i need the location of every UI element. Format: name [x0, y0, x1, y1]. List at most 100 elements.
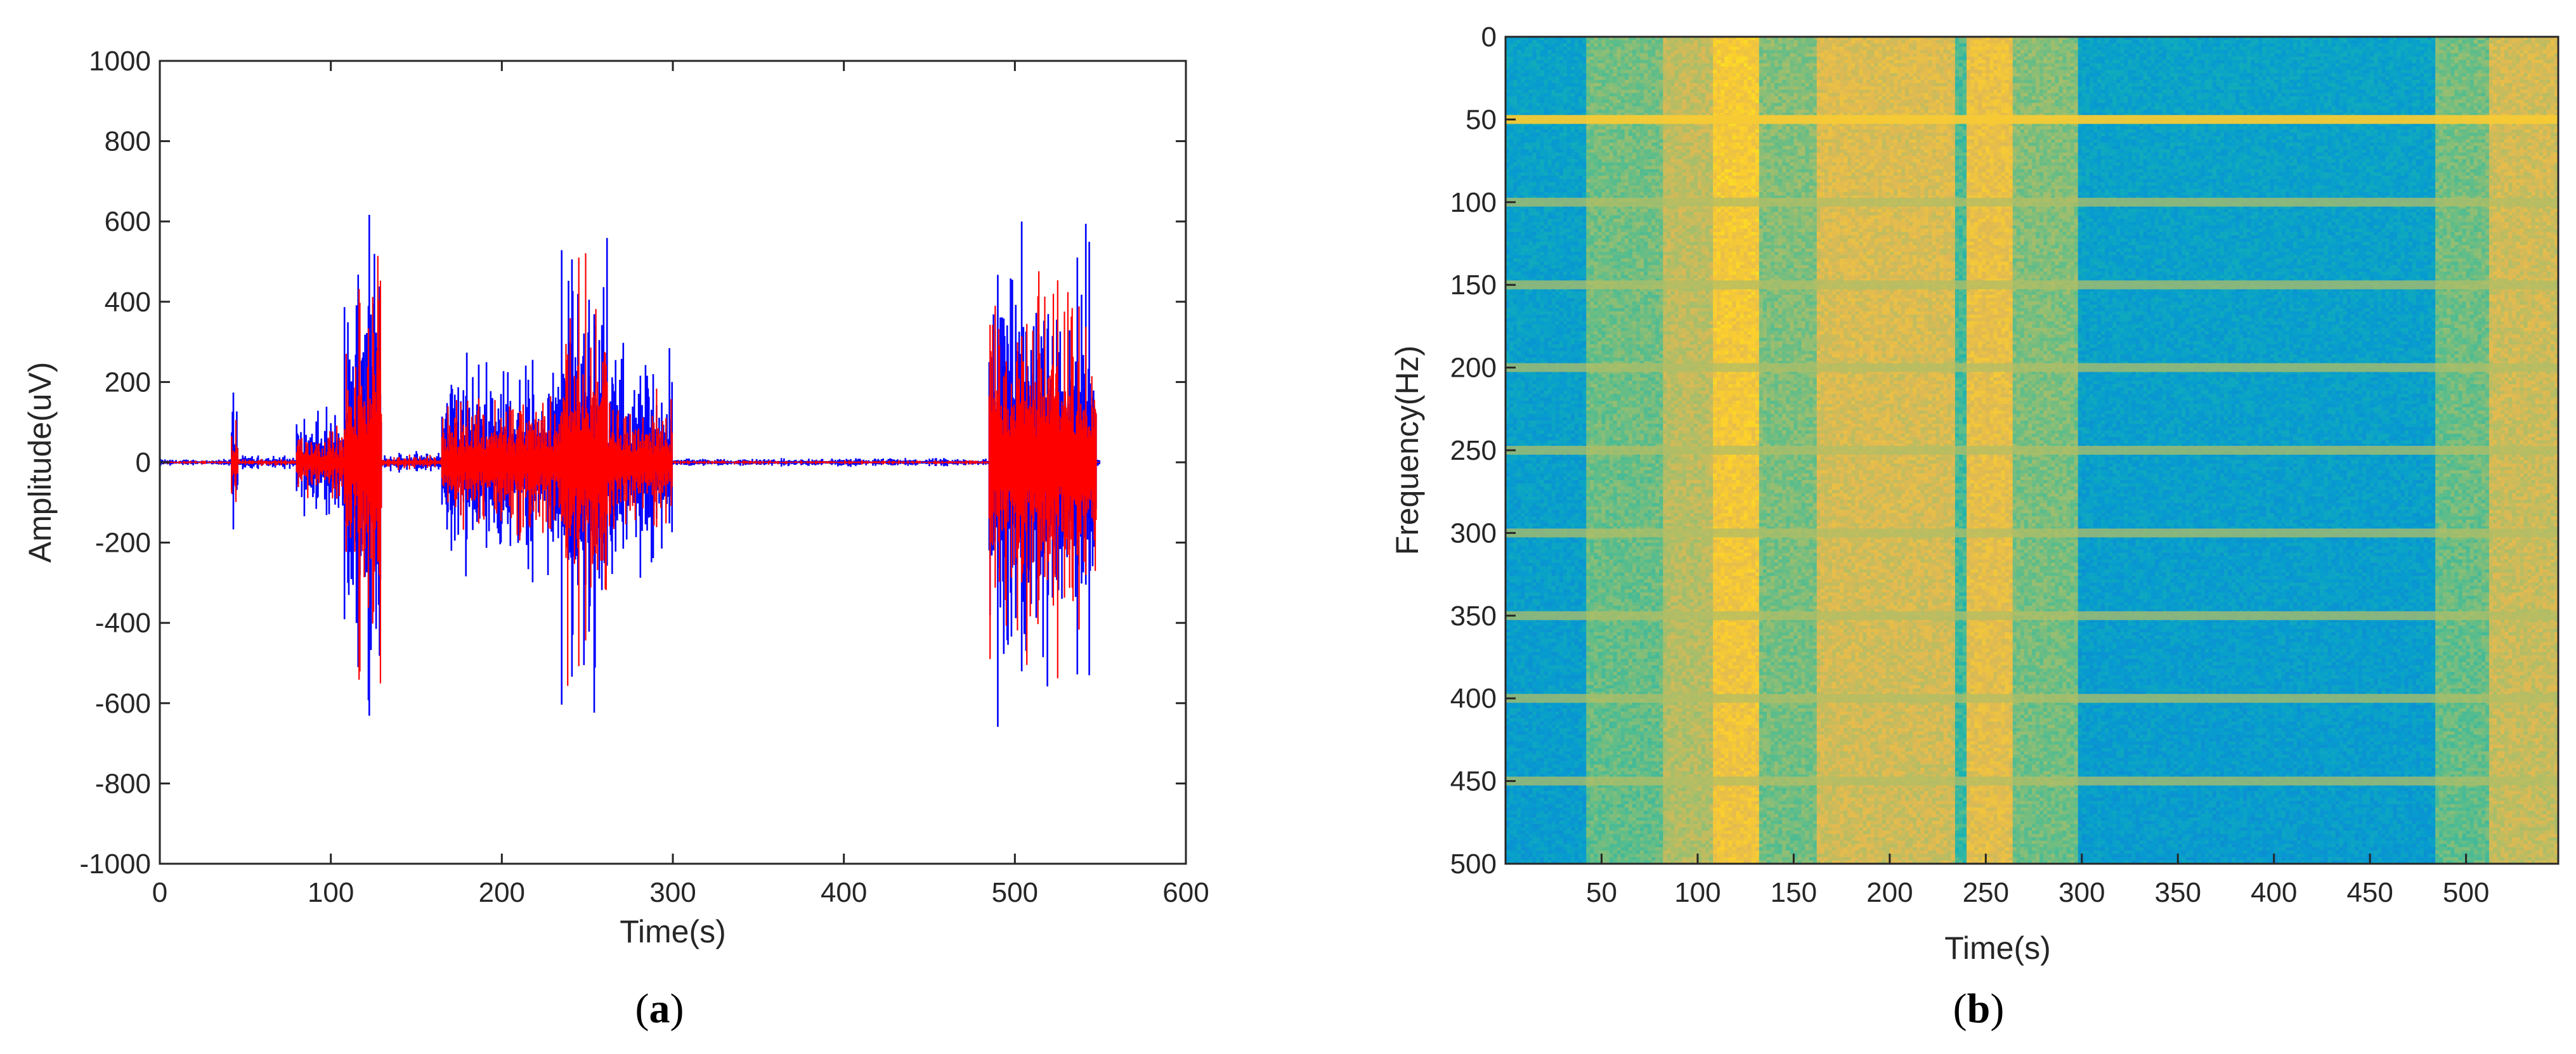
- panel-b-spectrogram-cell: [1540, 761, 1545, 765]
- panel-a-x-tick-label: 300: [649, 877, 696, 908]
- panel-b-spectrogram-cell: [1536, 169, 1540, 173]
- panel-b-spectrogram-cell: [1517, 149, 1521, 153]
- panel-b-spectrogram-cell: [1540, 735, 1545, 739]
- panel-b-spectrogram-cell: [1517, 63, 1521, 67]
- panel-b-spectrogram-cell: [1525, 573, 1529, 576]
- panel-b-spectrogram-cell: [1532, 679, 1537, 682]
- panel-b-spectrogram-cell: [1509, 758, 1514, 762]
- panel-b-spectrogram-cell: [1532, 424, 1537, 427]
- panel-b-spectrogram-cell: [1509, 103, 1514, 107]
- panel-b-spectrogram-cell: [1521, 602, 1525, 606]
- panel-b-spectrogram-cell: [1540, 110, 1545, 114]
- panel-b-spectrogram-cell: [1525, 635, 1529, 639]
- panel-b-spectrogram-cell: [1517, 322, 1521, 325]
- panel-b-spectrogram-cell: [1532, 804, 1537, 808]
- panel-b-spectrogram-cell: [1540, 192, 1545, 196]
- panel-b-spectrogram-cell: [1509, 755, 1514, 758]
- panel-b-spectrogram-cell: [1540, 53, 1545, 57]
- panel-b-spectrogram-cell: [1521, 606, 1525, 609]
- panel-b-spectrogram-cell: [1532, 486, 1537, 490]
- panel-b-spectrogram-cell: [1513, 840, 1518, 844]
- panel-b-spectrogram-cell: [1521, 546, 1525, 550]
- panel-b-spectrogram-cell: [1536, 559, 1540, 563]
- panel-b-spectrogram-cell: [1517, 569, 1521, 573]
- panel-b-spectrogram-cell: [1540, 225, 1545, 229]
- panel-b-spectrogram-cell: [1540, 788, 1545, 791]
- panel-b-spectrogram-cell: [1509, 748, 1514, 751]
- panel-b-spectrogram-cell: [1525, 589, 1529, 593]
- panel-b-spectrogram-cell: [1528, 126, 1533, 130]
- panel-b-spectrogram-cell: [1517, 629, 1521, 633]
- panel-b-spectrogram-cell: [1528, 235, 1533, 239]
- panel-b-spectrogram-cell: [1540, 328, 1545, 332]
- panel-b-spectrogram-cell: [1509, 500, 1514, 504]
- panel-b-spectrogram-cell: [1517, 275, 1521, 279]
- panel-b-spectrogram-cell: [1528, 731, 1533, 735]
- panel-b-spectrogram-cell: [1525, 755, 1529, 758]
- panel-b-spectrogram-cell: [1517, 483, 1521, 487]
- panel-b-spectrogram-cell: [1517, 268, 1521, 272]
- panel-b-spectrogram-cell: [1517, 235, 1521, 239]
- panel-b-spectrogram-cell: [1513, 216, 1518, 219]
- panel-b-spectrogram-cell: [1525, 238, 1529, 242]
- panel-b-spectrogram-cell: [1509, 252, 1514, 256]
- panel-b-spectrogram-cell: [1513, 311, 1518, 315]
- panel-b-spectrogram-cell: [1513, 731, 1518, 735]
- panel-b-spectrogram-cell: [1540, 682, 1545, 686]
- panel-b-spectrogram-cell: [1521, 854, 1525, 857]
- panel-b-spectrogram-cell: [1525, 500, 1529, 504]
- panel-b-spectrogram-cell: [1521, 358, 1525, 361]
- panel-b-spectrogram-cell: [1513, 599, 1518, 603]
- panel-b-spectrogram-cell: [1513, 596, 1518, 600]
- panel-b-spectrogram-cell: [1513, 477, 1518, 481]
- panel-b-spectrogram-cell: [1525, 172, 1529, 176]
- panel-b-spectrogram-cell: [1517, 219, 1521, 223]
- panel-b-spectrogram-cell: [1536, 183, 1540, 186]
- panel-b-spectrogram-cell: [1540, 301, 1545, 305]
- panel-b-spectrogram-cell: [1525, 107, 1529, 110]
- panel-b-spectrogram-cell: [1536, 295, 1540, 299]
- panel-b-spectrogram-cell: [1509, 420, 1514, 424]
- panel-b-spectrogram-cell: [1525, 229, 1529, 233]
- panel-b-spectrogram-cell: [1509, 219, 1514, 223]
- panel-b-spectrogram-cell: [1513, 186, 1518, 190]
- panel-b-spectrogram-cell: [1509, 146, 1514, 150]
- panel-a-y-tick-label: -200: [95, 528, 151, 559]
- panel-b-spectrogram-cell: [1528, 722, 1533, 725]
- panel-b-spectrogram-cell: [1517, 271, 1521, 275]
- panel-b-spectrogram-cell: [1509, 470, 1514, 474]
- panel-a-x-tick-label: 0: [152, 877, 167, 908]
- panel-b-spectrogram-cell: [1509, 401, 1514, 405]
- panel-b-spectrogram-cell: [1517, 589, 1521, 593]
- panel-b-spectrogram-cell: [1532, 665, 1537, 669]
- panel-b-spectrogram-cell: [1521, 311, 1525, 315]
- panel-b-spectrogram-cell: [1517, 791, 1521, 795]
- panel-b-spectrogram-cell: [1517, 801, 1521, 805]
- panel-b-spectrogram-cell: [1509, 440, 1514, 444]
- panel-b-spectrogram-cell: [1509, 602, 1514, 606]
- panel-b-spectrogram-cell: [1528, 103, 1533, 107]
- panel-b-spectrogram-cell: [1513, 546, 1518, 550]
- panel-b-spectrogram-cell: [1540, 358, 1545, 361]
- panel-b-spectrogram-cell: [1521, 844, 1525, 848]
- panel-b-spectrogram-cell: [1509, 77, 1514, 81]
- panel-b-spectrogram-cell: [1513, 642, 1518, 646]
- panel-b-spectrogram-cell: [1532, 169, 1537, 173]
- panel-b-spectrogram-cell: [1525, 791, 1529, 795]
- panel-b-spectrogram-cell: [1528, 73, 1533, 77]
- panel-b-spectrogram-cell: [1525, 404, 1529, 408]
- panel-b-spectrogram-cell: [1525, 186, 1529, 190]
- panel-b-spectrogram-cell: [1532, 814, 1537, 818]
- panel-b-spectrogram-cell: [1525, 424, 1529, 427]
- panel-b-spectrogram-cell: [1528, 262, 1533, 266]
- panel-b-spectrogram-cell: [1536, 80, 1540, 84]
- panel-b-spectrogram-cell: [1521, 189, 1525, 193]
- panel-b-spectrogram-cell: [1528, 659, 1533, 663]
- panel-b-spectrogram-cell: [1532, 470, 1537, 474]
- panel-b-spectrogram-cell: [1509, 301, 1514, 305]
- panel-b-spectrogram-cell: [1532, 712, 1537, 715]
- panel-b-spectrogram-cell: [1532, 592, 1537, 596]
- panel-b-spectrogram-cell: [1521, 93, 1525, 97]
- panel-b-spectrogram-cell: [1532, 794, 1537, 798]
- panel-b-spectrogram-cell: [1532, 540, 1537, 543]
